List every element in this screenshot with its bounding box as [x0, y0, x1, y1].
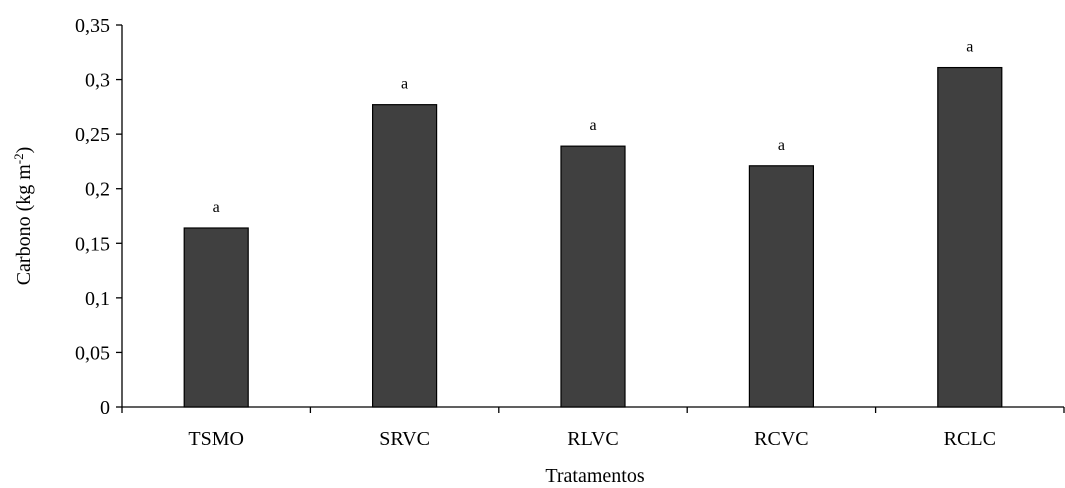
x-tick-label: SRVC: [379, 428, 430, 450]
x-tick-label: RLVC: [567, 428, 619, 450]
y-axis-title-superscript: -2: [11, 153, 26, 164]
bar-rclc: [937, 66, 1003, 408]
y-axis-title-main: Carbono (kg m: [13, 164, 35, 286]
y-tick-label: 0,2: [85, 179, 110, 201]
y-axis-title: Carbono (kg m-2): [11, 147, 36, 286]
bar-rcvc: [748, 165, 815, 408]
bar-tsmo: [183, 227, 249, 408]
data-label: a: [966, 39, 973, 56]
data-label: a: [778, 137, 785, 154]
x-tick-label: RCLC: [944, 428, 996, 450]
data-labels: a a a a a: [213, 39, 974, 216]
bar-srvc: [372, 104, 438, 408]
bars: [183, 66, 1003, 408]
data-label: a: [401, 76, 408, 93]
y-tick-label: 0,15: [75, 233, 110, 255]
x-tick-label: TSMO: [188, 428, 244, 450]
y-axis: 0 0,05 0,1 0,15 0,2 0,25 0,3 0,35: [75, 15, 123, 419]
y-tick-label: 0,05: [75, 342, 110, 364]
y-tick-label: 0,25: [75, 124, 110, 146]
y-tick-label: 0: [100, 397, 110, 419]
data-label: a: [213, 199, 220, 216]
x-axis: TSMO SRVC RLVC RCVC RCLC: [121, 406, 1065, 450]
y-tick-label: 0,1: [85, 288, 110, 310]
x-axis-title: Tratamentos: [545, 465, 644, 487]
bar-rlvc: [560, 145, 626, 408]
x-tick-label: RCVC: [754, 428, 808, 450]
data-label: a: [589, 117, 596, 134]
y-tick-label: 0,3: [85, 70, 110, 92]
y-tick-label: 0,35: [75, 15, 110, 37]
y-axis-title-end: ): [13, 147, 35, 154]
